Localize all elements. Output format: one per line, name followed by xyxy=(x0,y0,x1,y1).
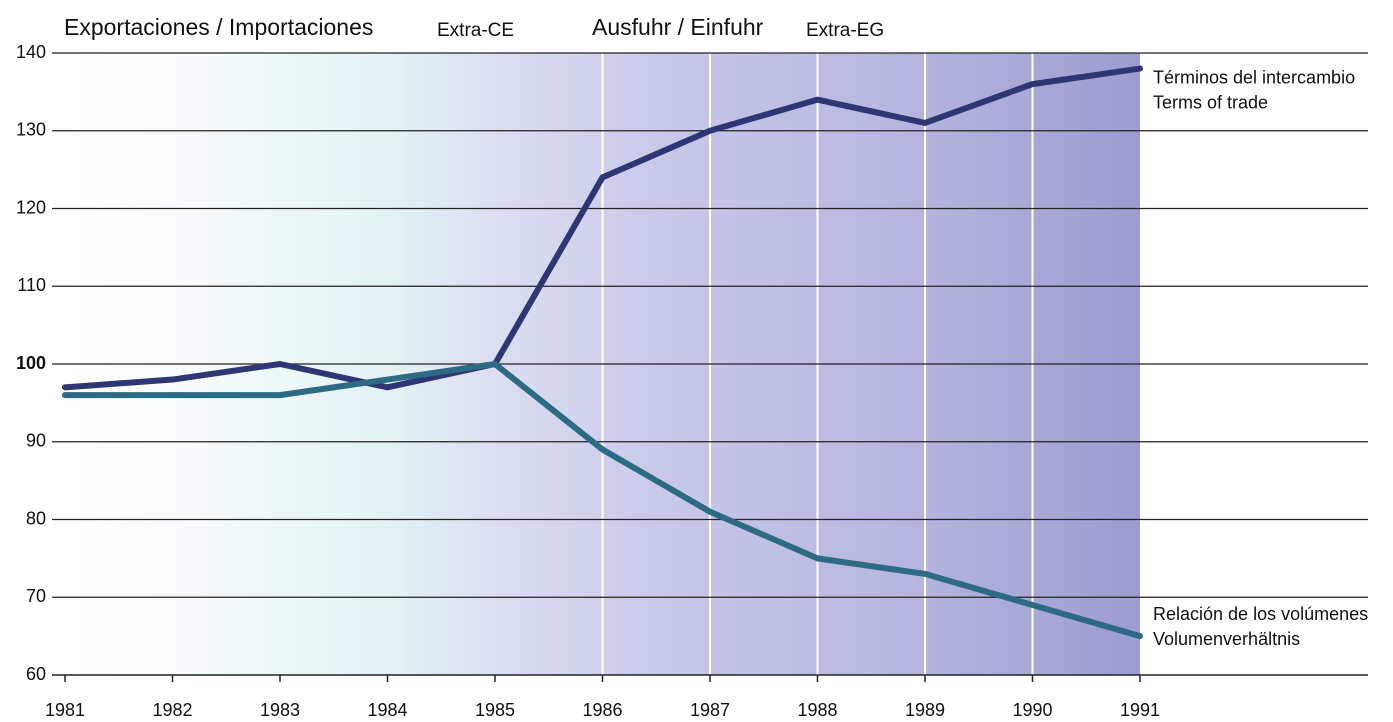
y-tick-label: 110 xyxy=(17,275,46,295)
series-label: Volumenverhältnis xyxy=(1153,629,1300,649)
x-tick-label: 1991 xyxy=(1120,700,1160,720)
chart-title: Exportaciones / Importaciones xyxy=(64,14,373,40)
x-tick-label: 1981 xyxy=(45,700,85,720)
series-label: Terms of trade xyxy=(1153,92,1268,112)
x-tick-label: 1988 xyxy=(797,700,837,720)
x-tick-label: 1985 xyxy=(475,700,515,720)
x-tick-label: 1990 xyxy=(1012,700,1052,720)
y-tick-label: 90 xyxy=(26,431,46,451)
y-tick-label: 80 xyxy=(26,508,46,528)
y-tick-label: 130 xyxy=(16,120,46,140)
series-label: Relación de los volúmenes xyxy=(1153,604,1368,624)
y-tick-label: 100 xyxy=(16,353,46,373)
x-tick-label: 1989 xyxy=(905,700,945,720)
title-note: Extra-CE xyxy=(437,20,514,41)
x-tick-label: 1986 xyxy=(582,700,622,720)
y-tick-label: 70 xyxy=(26,586,46,606)
series-label: Términos del intercambio xyxy=(1153,67,1355,87)
series-line xyxy=(62,361,1143,640)
y-tick-label: 60 xyxy=(26,664,46,684)
x-tick-label: 1987 xyxy=(690,700,730,720)
title-note-2: Extra-EG xyxy=(806,20,884,41)
x-tick-label: 1984 xyxy=(367,700,407,720)
chart-title-2: Ausfuhr / Einfuhr xyxy=(592,14,764,40)
x-tick-label: 1983 xyxy=(260,700,300,720)
series-line xyxy=(62,65,1143,391)
x-tick-label: 1982 xyxy=(152,700,192,720)
y-tick-label: 120 xyxy=(16,197,46,217)
y-tick-label: 140 xyxy=(16,42,46,62)
